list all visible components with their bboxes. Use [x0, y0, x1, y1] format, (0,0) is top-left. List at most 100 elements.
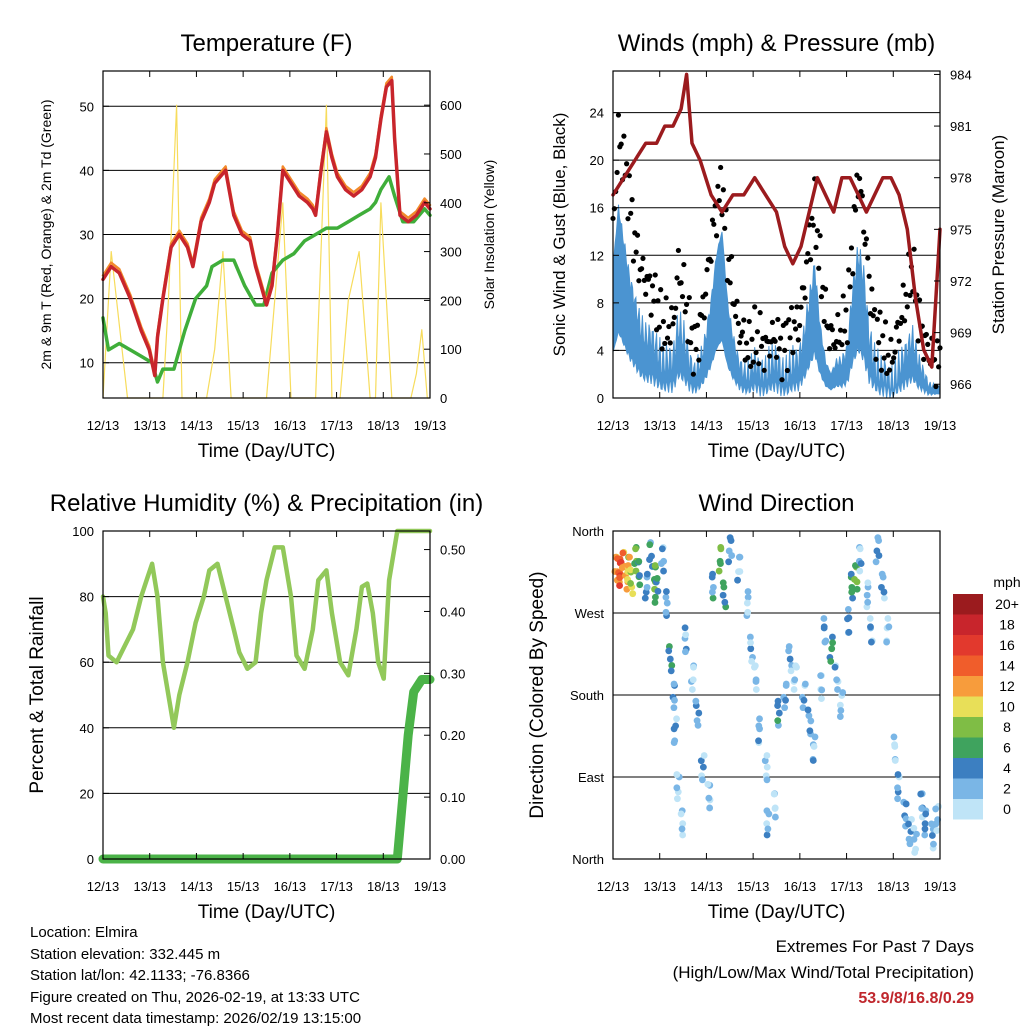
gust-point	[872, 307, 878, 313]
direction-point	[670, 680, 678, 688]
gust-point	[647, 273, 653, 279]
gust-point	[827, 346, 833, 352]
gust-point	[885, 352, 891, 358]
direction-point	[636, 581, 644, 589]
y-tick-label: 40	[80, 163, 94, 178]
y2-tick-label: 400	[440, 196, 462, 211]
legend-label: 16	[999, 637, 1015, 653]
direction-point	[833, 676, 841, 684]
gust-point	[870, 313, 876, 319]
y-tick-label: 60	[80, 655, 94, 670]
direction-point	[697, 757, 705, 765]
legend-swatch	[953, 737, 983, 758]
direction-point	[921, 820, 929, 828]
gust-point	[786, 317, 792, 323]
direction-point	[671, 737, 679, 745]
direction-point	[660, 567, 667, 575]
direction-point	[752, 676, 760, 684]
direction-point	[902, 815, 910, 823]
direction-point	[775, 709, 783, 717]
gust-point	[690, 371, 696, 377]
gust-point	[651, 298, 657, 304]
direction-point	[917, 790, 925, 798]
y2-tick-label: 600	[440, 98, 462, 113]
gust-point	[784, 367, 791, 374]
gust-point	[722, 225, 728, 231]
gust-point	[782, 347, 788, 354]
temperature-panel: 12/13 13/13 14/13 15/13 16/13 17/13 18/13 19/13…	[38, 30, 497, 462]
gust-point	[753, 349, 759, 356]
direction-point	[849, 594, 856, 602]
direction-point	[891, 757, 899, 764]
gust-point	[704, 267, 710, 273]
direction-point	[728, 552, 736, 559]
direction-point	[864, 579, 872, 587]
x-tick-label: 13/13	[643, 879, 676, 894]
gust-point	[769, 319, 776, 325]
gust-point	[923, 331, 929, 338]
y2-tick-label: 300	[440, 245, 462, 260]
y2-tick-label: 0.20	[440, 728, 465, 743]
y-tick-label: 0	[597, 391, 604, 406]
gust-point	[749, 336, 755, 342]
direction-point	[884, 615, 892, 622]
gust-point	[776, 346, 782, 352]
direction-point	[818, 695, 825, 703]
gust-point	[694, 322, 701, 328]
x-tick-label: 12/13	[597, 879, 630, 894]
direction-point	[836, 701, 844, 709]
gust-point	[757, 310, 763, 316]
gust-point	[630, 258, 637, 264]
y-tick-label: 12	[590, 248, 604, 263]
y-tick-label: 24	[590, 106, 604, 121]
gust-point	[903, 291, 909, 297]
direction-point	[844, 605, 852, 613]
direction-point	[829, 639, 837, 647]
x-tick-label: 18/13	[367, 418, 400, 433]
x-tick-label: 13/13	[133, 418, 166, 433]
direction-point	[817, 672, 825, 679]
y2-tick-label: 972	[950, 274, 972, 289]
gust-point	[741, 317, 747, 323]
gust-point	[788, 304, 795, 311]
y-tick-label: 100	[72, 524, 94, 539]
gust-point	[649, 283, 656, 289]
direction-point	[734, 576, 741, 584]
gust-point	[748, 363, 754, 369]
x-tick-label: 18/13	[877, 879, 910, 894]
direction-point	[646, 556, 653, 563]
direction-point	[805, 712, 813, 720]
gust-point	[861, 229, 867, 235]
gust-point	[801, 285, 807, 291]
x-tick-label: 15/13	[227, 418, 260, 433]
legend-label: 8	[1003, 719, 1011, 735]
direction-point	[856, 545, 864, 553]
direction-point	[763, 820, 771, 828]
gust-point	[866, 273, 872, 279]
direction-point	[646, 541, 654, 549]
gust-point	[813, 244, 819, 250]
direction-point	[755, 722, 763, 730]
direction-point	[933, 827, 941, 834]
gust-point	[718, 164, 724, 171]
direction-point	[756, 715, 763, 723]
gust-point	[911, 246, 917, 252]
direction-point	[786, 655, 794, 663]
y2-tick-label: 500	[440, 147, 462, 162]
direction-point	[717, 545, 725, 553]
direction-point	[921, 825, 929, 833]
direction-point	[744, 588, 752, 595]
direction-point	[867, 638, 875, 646]
station-pressure-line	[611, 72, 942, 369]
direction-point	[673, 771, 681, 778]
direction-point	[662, 593, 670, 601]
x-tick-label: 14/13	[690, 418, 723, 433]
y-tick-label: South	[570, 688, 604, 703]
gust-point	[803, 259, 810, 265]
gust-point	[716, 197, 722, 204]
legend-swatch	[953, 635, 983, 656]
gust-point	[656, 324, 662, 330]
direction-point	[875, 552, 883, 559]
humidity-precip-panel: 12/13 13/13 14/13 15/13 16/13 17/13 18/13 19/13…	[27, 490, 483, 923]
